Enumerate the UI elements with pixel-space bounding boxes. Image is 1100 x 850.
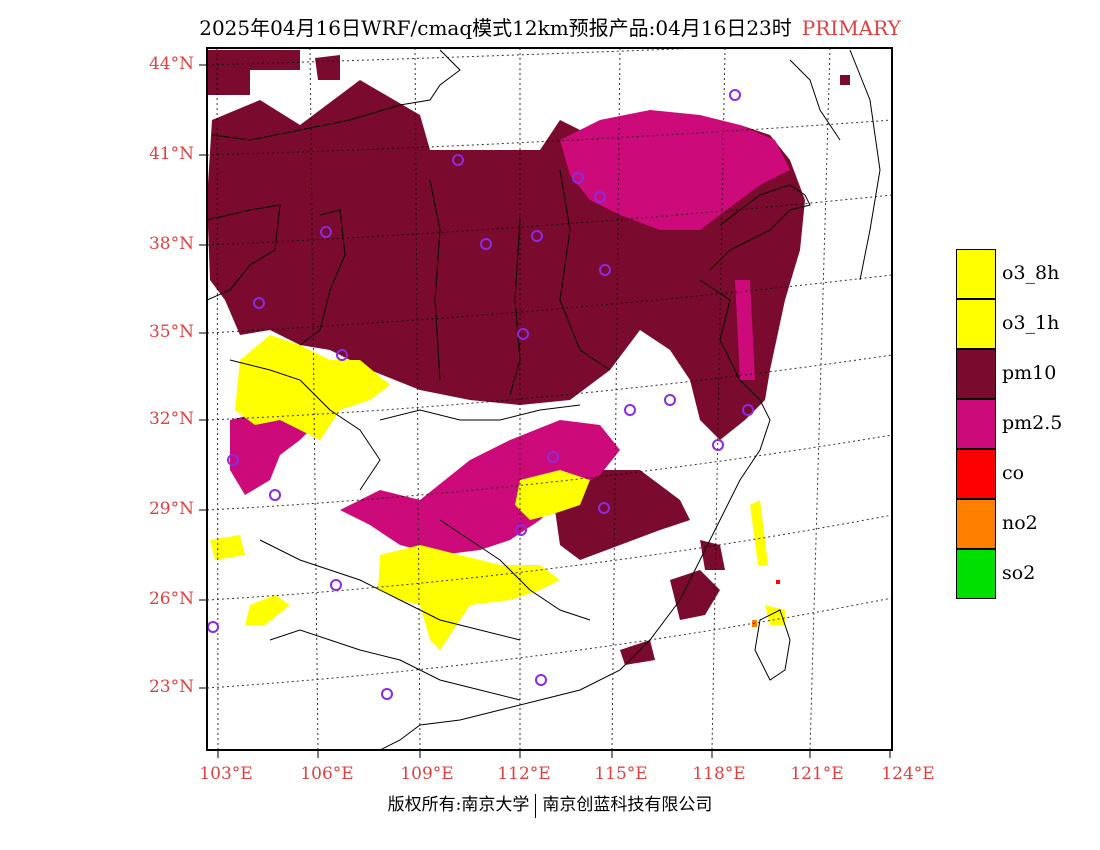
lat-label-29n: 29°N [148, 499, 194, 519]
boundaries [207, 49, 881, 750]
pm25-region-northeast [560, 110, 790, 230]
lon-label-115e: 115°E [594, 764, 648, 784]
legend-swatch [956, 349, 996, 399]
map-title-text: 2025年04月16日WRF/cmaq模式12km预报产品:04月16日23时 [199, 16, 792, 40]
legend-label: o3_1h [1002, 312, 1060, 334]
graticule [207, 48, 892, 750]
legend-swatch [956, 249, 996, 299]
legend-swatch [956, 399, 996, 449]
lon-label-106e: 106°E [300, 764, 354, 784]
lat-label-23n: 23°N [148, 677, 194, 697]
lon-label-112e: 112°E [497, 764, 551, 784]
legend-label: pm10 [1002, 362, 1057, 384]
axis-ticks [199, 64, 891, 758]
primary-tag: PRIMARY [801, 16, 901, 40]
lat-label-32n: 32°N [148, 409, 194, 429]
map-title: 2025年04月16日WRF/cmaq模式12km预报产品:04月16日23时 P… [0, 12, 1100, 41]
legend-swatch [956, 499, 996, 549]
legend-swatch [956, 549, 996, 599]
lon-label-103e: 103°E [199, 764, 253, 784]
map-frame [206, 47, 893, 751]
legend-swatch [956, 299, 996, 349]
footer-separator [535, 793, 537, 818]
legend-label: o3_8h [1002, 262, 1060, 284]
legend-swatch [956, 449, 996, 499]
lon-label-118e: 118°E [692, 764, 746, 784]
co-marker-coast [776, 580, 780, 584]
pm25-region-central [230, 280, 755, 555]
copyright-owner: 版权所有:南京大学 [387, 795, 530, 815]
copyright-company: 南京创蓝科技有限公司 [542, 795, 713, 815]
copyright-footer: 版权所有:南京大学 南京创蓝科技有限公司 [0, 790, 1100, 818]
lat-label-26n: 26°N [148, 589, 194, 609]
lon-label-109e: 109°E [400, 764, 454, 784]
pm10-region-southeast [555, 470, 725, 665]
o3-region-west [235, 335, 390, 440]
lon-label-121e: 121°E [790, 764, 844, 784]
city-markers [207, 89, 754, 700]
lon-label-124e: 124°E [881, 764, 935, 784]
lat-label-44n: 44°N [148, 54, 194, 74]
legend-label: no2 [1002, 512, 1038, 534]
lat-label-35n: 35°N [148, 322, 194, 342]
legend-label: pm2.5 [1002, 412, 1063, 434]
legend-label: so2 [1002, 562, 1036, 584]
lat-label-38n: 38°N [148, 234, 194, 254]
legend-label: co [1002, 462, 1025, 484]
lat-label-41n: 41°N [148, 144, 194, 164]
